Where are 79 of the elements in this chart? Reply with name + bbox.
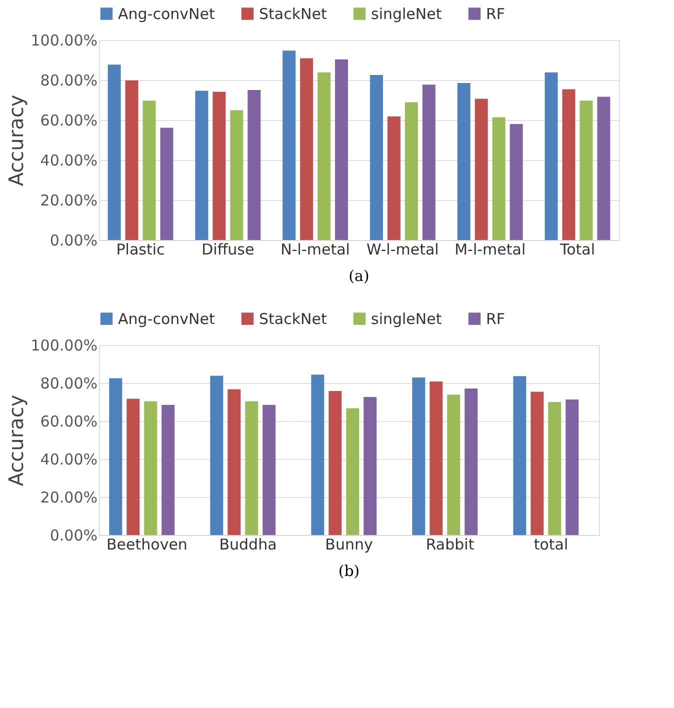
bar (160, 128, 174, 240)
bar (210, 376, 224, 535)
bar (282, 50, 296, 240)
bar (474, 98, 488, 240)
bar (108, 64, 121, 240)
legend-label: Ang-convNet (118, 4, 215, 23)
bar (510, 124, 523, 240)
x-tick-label: Total (558, 240, 596, 258)
x-tick-label: W-l-metal (366, 240, 439, 258)
y-tick-label: 80.00% (40, 72, 98, 90)
x-tick-label: M-l-metal (454, 240, 526, 258)
bar (335, 59, 348, 240)
bar (248, 90, 261, 240)
bar (142, 100, 156, 240)
bar (228, 389, 241, 535)
y-tick-label: 20.00% (40, 192, 98, 210)
bar (464, 388, 478, 535)
bar (195, 90, 208, 240)
x-tick-label: total (534, 536, 568, 554)
legend-label: singleNet (371, 310, 442, 328)
legend-label: singleNet (371, 4, 442, 23)
y-tick-label: 0.00% (50, 232, 98, 250)
bar (430, 381, 443, 535)
bar (412, 377, 426, 535)
bar (513, 376, 526, 535)
y-tick-label: 100.00% (30, 32, 98, 50)
y-axis-title: Accuracy (4, 94, 28, 186)
legend-label: RF (486, 310, 506, 328)
bar (404, 102, 418, 240)
y-tick-label: 40.00% (40, 450, 98, 468)
y-tick-label: 60.00% (40, 412, 98, 430)
bar (126, 398, 140, 535)
y-tick-label: 20.00% (40, 488, 98, 506)
x-tick-label: Diffuse (202, 240, 254, 258)
y-tick-label: 80.00% (40, 374, 98, 392)
bar (544, 72, 558, 240)
legend-label: StackNet (259, 4, 327, 23)
bar (597, 96, 610, 240)
legend-label: RF (486, 4, 506, 23)
y-tick-label: 60.00% (40, 112, 98, 130)
bar (492, 117, 506, 240)
bar (109, 378, 122, 535)
y-tick-label: 100.00% (30, 336, 98, 354)
bar (144, 401, 158, 535)
bar (562, 89, 576, 240)
bar (212, 92, 226, 240)
x-tick-label: Bunny (325, 536, 373, 554)
bar (162, 404, 175, 535)
bar (370, 75, 383, 240)
x-tick-label: N-l-metal (280, 240, 350, 258)
legend-label: Ang-convNet (118, 310, 215, 328)
bar (245, 401, 258, 535)
bar (457, 83, 470, 240)
bar (580, 100, 593, 240)
bar (364, 397, 377, 535)
bar (125, 80, 138, 240)
bar (318, 72, 331, 240)
bar (548, 402, 562, 535)
y-tick-label: 40.00% (40, 152, 98, 170)
legend-label: StackNet (259, 310, 327, 328)
x-tick-label: Plastic (116, 240, 165, 258)
text: (b) (338, 562, 360, 580)
bar (530, 392, 544, 535)
x-tick-label: Buddha (219, 536, 277, 554)
bar (300, 58, 314, 240)
y-tick-label: 0.00% (50, 526, 98, 544)
x-tick-label: Rabbit (426, 536, 474, 554)
bar (311, 374, 324, 535)
bar (447, 394, 460, 535)
bar (262, 404, 276, 535)
bar (422, 84, 436, 240)
bar (566, 400, 579, 535)
bar (346, 408, 360, 535)
text: (a) (348, 267, 370, 285)
x-tick-label: Beethoven (106, 536, 188, 554)
y-axis-title: Accuracy (4, 394, 28, 486)
bar (387, 116, 400, 240)
bar (230, 110, 244, 240)
bar (328, 390, 342, 535)
